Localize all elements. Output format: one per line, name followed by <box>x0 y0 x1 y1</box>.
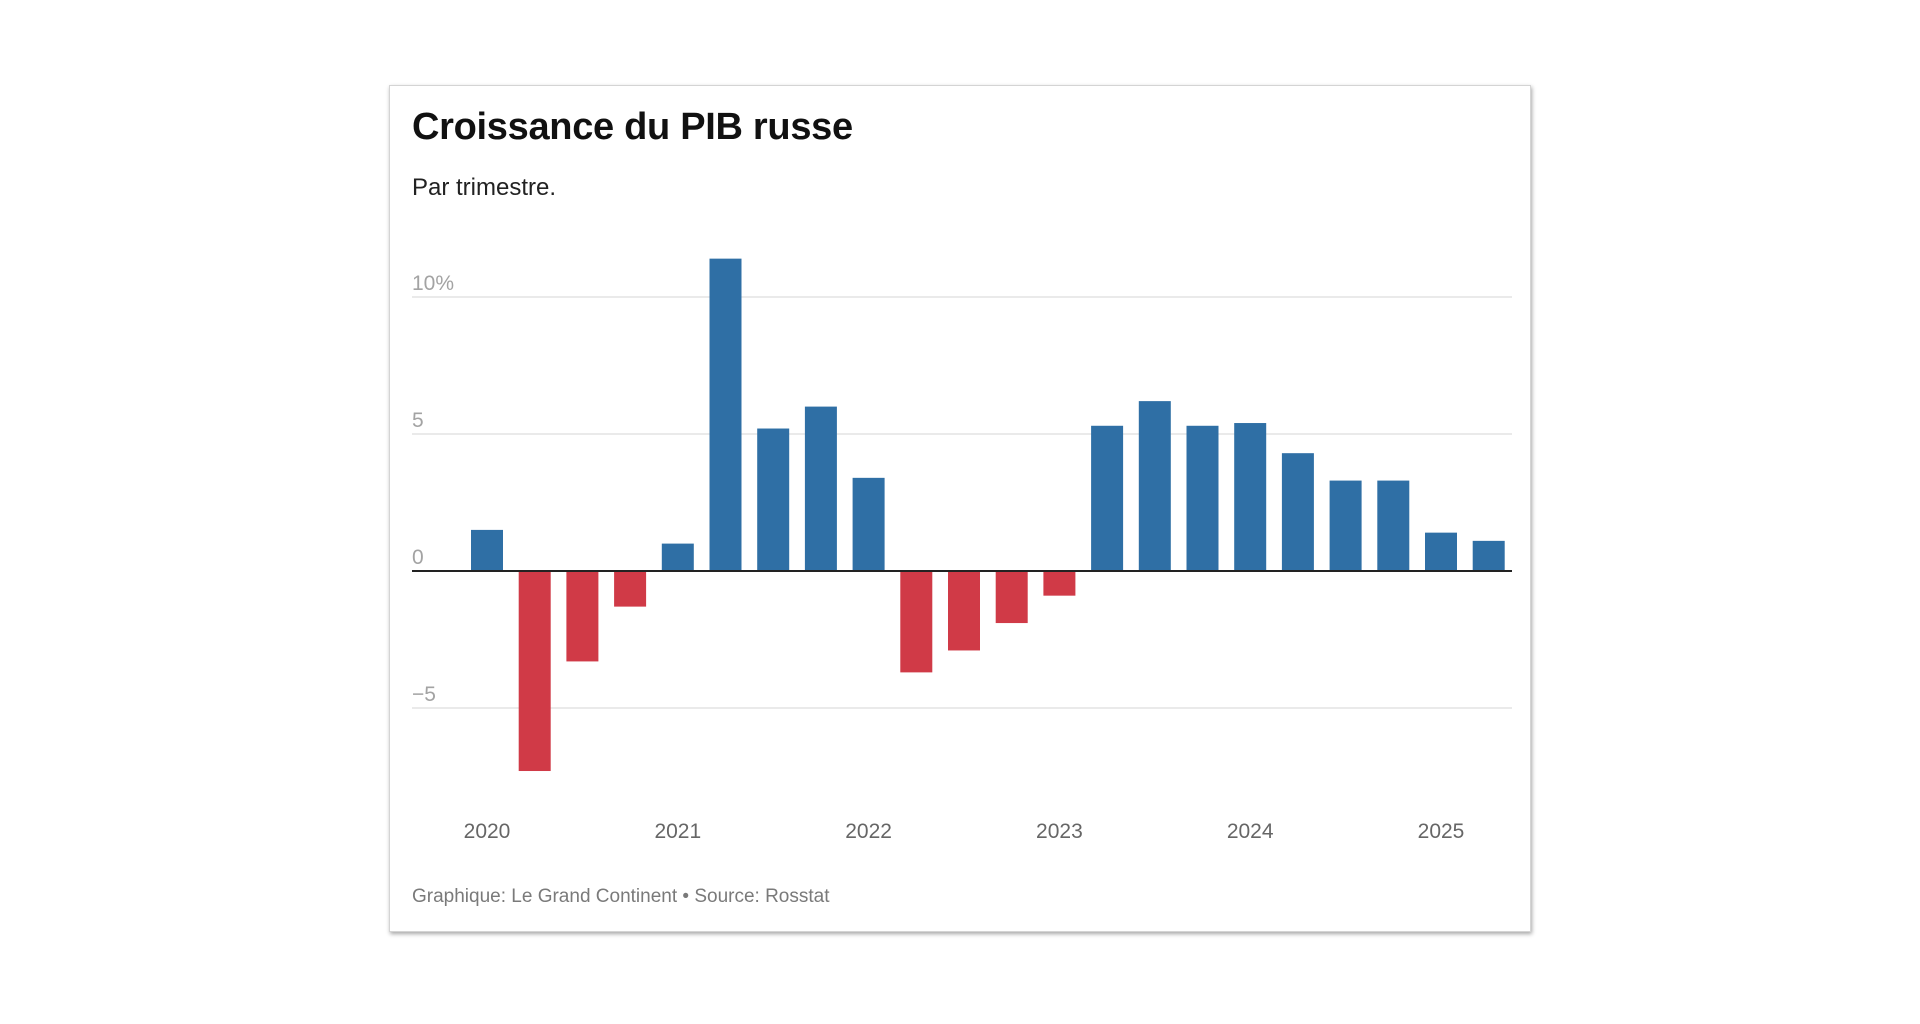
bar-chart: 10% 5 0 −5 2020 2021 2022 2023 2024 2025 <box>412 258 1512 843</box>
chart-card: Croissance du PIB russe Par trimestre. 1… <box>389 85 1531 932</box>
bar-positive <box>1377 480 1410 571</box>
bar-negative <box>948 571 980 651</box>
bar-positive <box>471 529 503 571</box>
bar-positive <box>709 258 742 571</box>
bar-positive <box>852 477 885 571</box>
bar-positive <box>804 406 837 571</box>
y-tick-label: 0 <box>412 546 424 569</box>
bar-positive <box>661 543 694 571</box>
chart-subtitle: Par trimestre. <box>412 174 557 201</box>
x-tick-label: 2020 <box>464 820 511 843</box>
y-tick-label: 10% <box>412 272 454 295</box>
bar-negative <box>518 571 551 772</box>
bar-positive <box>1091 425 1124 571</box>
x-tick-label: 2024 <box>1227 820 1274 843</box>
chart-source: Graphique: Le Grand Continent • Source: … <box>412 886 830 907</box>
bar-positive <box>757 428 790 571</box>
y-tick-label: 5 <box>412 409 424 432</box>
bar-negative <box>566 571 599 662</box>
bar-negative <box>900 571 933 673</box>
x-tick-label: 2025 <box>1418 820 1465 843</box>
x-tick-label: 2021 <box>654 820 701 843</box>
x-tick-label: 2023 <box>1036 820 1083 843</box>
x-tick-label: 2022 <box>845 820 892 843</box>
bar-negative <box>1043 571 1076 596</box>
chart-title: Croissance du PIB russe <box>412 106 853 148</box>
y-tick-label: −5 <box>412 683 436 706</box>
bar-positive <box>1234 423 1267 571</box>
bar-negative <box>614 571 647 607</box>
bar-positive <box>1186 425 1219 571</box>
bar-positive <box>1425 532 1457 571</box>
bar-positive <box>1472 540 1505 571</box>
bar-positive <box>1138 401 1171 571</box>
bar-negative <box>995 571 1028 624</box>
bar-positive <box>1281 453 1314 571</box>
bar-positive <box>1329 480 1362 571</box>
